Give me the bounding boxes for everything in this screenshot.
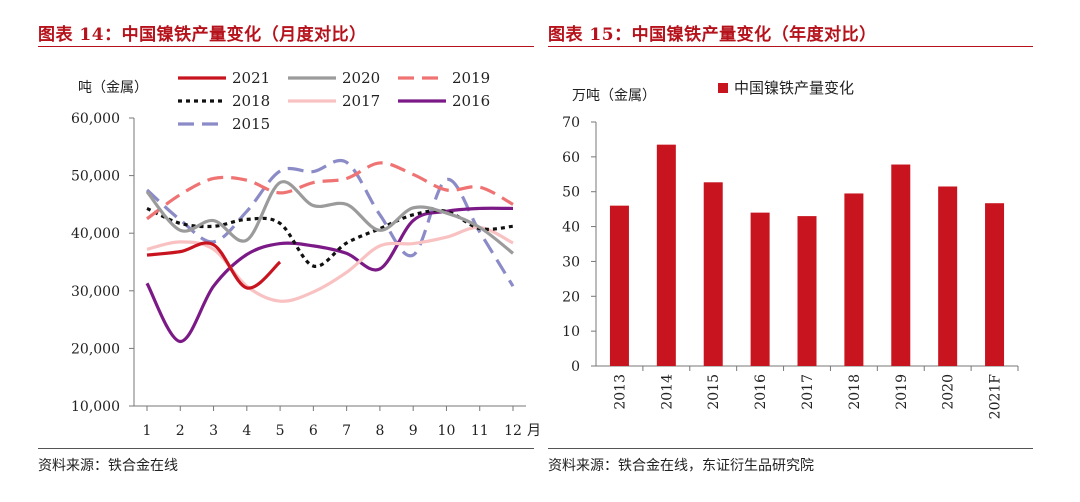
left-x-tick-label: 9 <box>409 423 418 439</box>
right-x-tick-label: 2020 <box>941 374 957 410</box>
left-legend: 2021 2020 2019 2018 2017 2016 2015 <box>178 69 490 133</box>
right-y-tick-label: 0 <box>571 359 580 375</box>
bar-2020 <box>938 186 958 366</box>
left-x-tick-label: 1 <box>143 423 152 439</box>
left-y-tick-label: 50,000 <box>71 169 120 185</box>
legend-label-2016: 2016 <box>452 92 490 110</box>
left-y-tick-label: 10,000 <box>71 399 120 415</box>
series-line-2019 <box>146 161 514 221</box>
right-x-tick-label: 2021F <box>988 374 1004 420</box>
series-line-2015 <box>145 158 515 288</box>
left-source: 资料来源：铁合金在线 <box>38 458 178 474</box>
left-y-tick-label: 40,000 <box>71 226 120 242</box>
series-line-2016 <box>145 206 514 344</box>
legend-swatch-bar <box>718 83 728 93</box>
bar-2014 <box>656 144 676 366</box>
left-title-rule <box>38 46 534 47</box>
left-bottom-rule <box>38 448 534 449</box>
series-line-2021 <box>146 241 282 290</box>
series-line-2020 <box>145 180 514 255</box>
series-line-2017 <box>146 225 514 303</box>
right-x-tick-label: 2013 <box>612 374 628 410</box>
right-title-rule <box>548 46 1033 47</box>
left-x-tick-label: 6 <box>309 423 318 439</box>
left-x-tick-label: 11 <box>471 423 489 439</box>
right-legend: 中国镍铁产量变化 <box>718 79 854 97</box>
right-y-tick-label: 40 <box>562 220 580 236</box>
right-ylabel: 万吨（金属） <box>572 88 656 104</box>
left-series <box>145 158 515 344</box>
annual-bar-chart: 万吨（金属） 中国镍铁产量变化 0 10 20 30 40 50 60 70 2013 2014 2… <box>562 79 1019 420</box>
legend-label-2015: 2015 <box>232 115 270 133</box>
left-x-tick-label: 3 <box>209 423 218 439</box>
right-x-tick-label: 2016 <box>753 374 769 410</box>
bar-2019 <box>891 164 911 366</box>
right-y-tick-label: 30 <box>562 254 580 270</box>
legend-label-bar: 中国镍铁产量变化 <box>734 79 854 97</box>
left-ylabel: 吨（金属） <box>78 80 148 96</box>
right-source: 资料来源：铁合金在线，东证衍生品研究院 <box>548 458 814 474</box>
series-line-2018 <box>146 206 514 268</box>
right-y-tick-label: 10 <box>562 324 580 340</box>
left-y-tick-label: 30,000 <box>71 284 120 300</box>
legend-label-2021: 2021 <box>232 69 270 87</box>
left-x-tick-label: 2 <box>176 423 185 439</box>
bar-2013 <box>609 205 629 366</box>
left-x-unit-label: 月 <box>527 423 541 439</box>
right-y-tick-label: 70 <box>562 115 580 131</box>
left-y-tick-label: 60,000 <box>71 111 120 127</box>
right-x-tick-label: 2014 <box>659 374 675 410</box>
left-chart-title: 图表 14：中国镍铁产量变化（月度对比） <box>38 25 367 45</box>
right-y-tick-label: 50 <box>562 185 580 201</box>
right-y-tick-label: 60 <box>562 150 580 166</box>
legend-label-2019: 2019 <box>452 69 490 87</box>
bar-2017 <box>797 216 817 366</box>
right-chart-title: 图表 15：中国镍铁产量变化（年度对比） <box>548 25 877 45</box>
right-y-tick-label: 20 <box>562 289 580 305</box>
monthly-line-chart: 吨（金属） 2021 2020 2019 2018 2017 2016 2015 10,00… <box>71 69 541 439</box>
left-y-tick-label: 20,000 <box>71 341 120 357</box>
legend-label-2018: 2018 <box>232 92 270 110</box>
left-x-tick-label: 8 <box>375 423 384 439</box>
left-x-tick-label: 7 <box>342 423 351 439</box>
bar-2021F <box>985 203 1005 366</box>
bar-2015 <box>703 182 723 366</box>
bar-2016 <box>750 212 770 366</box>
left-x-tick-label: 4 <box>242 423 251 439</box>
left-x-tick-label: 5 <box>276 423 285 439</box>
right-series <box>609 144 1005 366</box>
left-x-tick-label: 12 <box>504 423 522 439</box>
legend-label-2017: 2017 <box>342 92 380 110</box>
right-bottom-rule <box>548 448 1033 449</box>
bar-2018 <box>844 193 864 366</box>
right-x-tick-label: 2017 <box>800 374 816 410</box>
right-x-tick-label: 2019 <box>894 374 910 410</box>
right-x-tick-label: 2018 <box>847 374 863 410</box>
right-x-tick-label: 2015 <box>706 374 722 410</box>
left-x-tick-label: 10 <box>438 423 456 439</box>
legend-label-2020: 2020 <box>342 69 380 87</box>
